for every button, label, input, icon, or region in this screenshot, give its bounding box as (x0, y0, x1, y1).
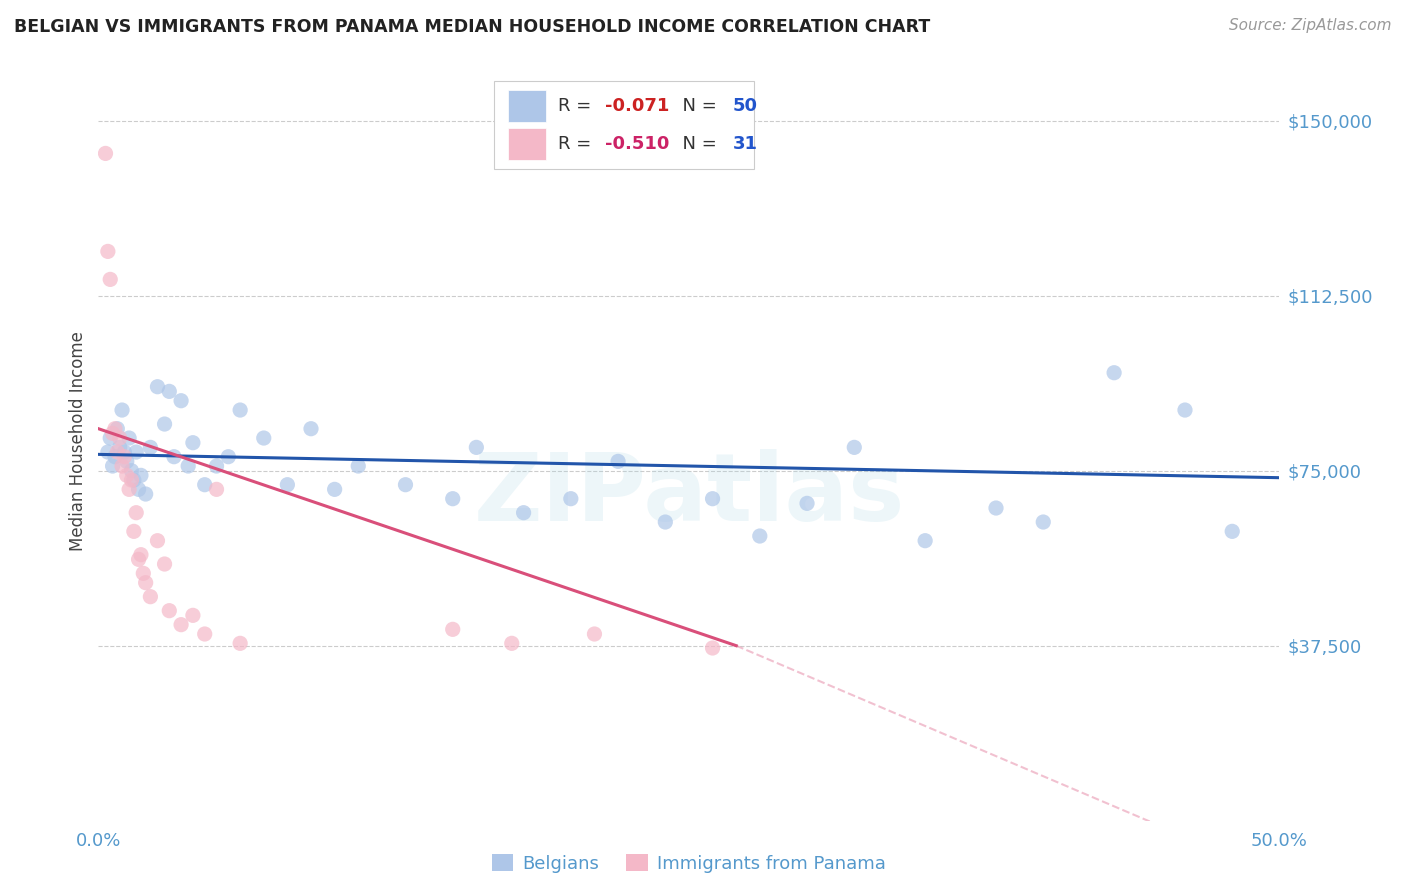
Text: Source: ZipAtlas.com: Source: ZipAtlas.com (1229, 18, 1392, 33)
Point (121, 473, 143, 487)
Text: 50: 50 (733, 97, 758, 115)
Point (111, 458, 134, 473)
Point (129, 468, 152, 483)
Point (153, 417, 176, 431)
Point (122, 473, 145, 487)
Text: -0.071: -0.071 (605, 97, 669, 115)
Point (128, 483, 150, 497)
Point (139, 590, 162, 604)
Point (146, 380, 169, 394)
Bar (508, 90, 546, 122)
Point (105, 422, 128, 436)
Text: ZIPatlas: ZIPatlas (474, 449, 904, 541)
Y-axis label: Median Household Income: Median Household Income (69, 332, 87, 551)
Point (276, 477, 298, 491)
Point (253, 431, 276, 445)
Point (194, 627, 217, 641)
Point (112, 450, 135, 464)
Point (441, 491, 464, 506)
Point (111, 403, 134, 417)
Point (914, 533, 936, 548)
Point (844, 441, 866, 455)
Point (118, 431, 141, 445)
Point (139, 441, 162, 455)
Point (115, 454, 138, 468)
Point (323, 483, 346, 497)
Point (112, 445, 135, 459)
Point (101, 426, 124, 441)
Point (128, 552, 150, 566)
Bar (508, 128, 546, 161)
Point (299, 422, 322, 436)
Point (122, 524, 145, 539)
Point (1032, 515, 1054, 529)
Point (98, 431, 121, 445)
Point (121, 464, 143, 478)
Point (205, 458, 228, 473)
Point (702, 640, 724, 655)
Point (135, 487, 157, 501)
Point (104, 450, 127, 464)
Point (132, 566, 155, 581)
Point (984, 501, 1007, 516)
Point (97, 445, 120, 459)
Point (181, 608, 204, 623)
Point (796, 496, 818, 510)
Point (347, 458, 370, 473)
Point (125, 445, 148, 459)
Point (702, 491, 724, 506)
Point (104, 422, 127, 436)
Point (194, 477, 217, 491)
Point (125, 506, 148, 520)
Point (465, 441, 488, 455)
Point (135, 575, 157, 590)
Point (394, 477, 416, 491)
Point (146, 533, 169, 548)
Point (1174, 403, 1197, 417)
Text: BELGIAN VS IMMIGRANTS FROM PANAMA MEDIAN HOUSEHOLD INCOME CORRELATION CHART: BELGIAN VS IMMIGRANTS FROM PANAMA MEDIAN… (14, 18, 931, 36)
Point (97, 244, 120, 259)
Point (229, 636, 252, 650)
Point (153, 557, 176, 571)
Point (101, 458, 124, 473)
Point (583, 627, 606, 641)
Point (512, 506, 534, 520)
Text: N =: N = (671, 136, 723, 153)
Text: N =: N = (671, 97, 723, 115)
Point (654, 515, 676, 529)
Point (205, 483, 228, 497)
Point (108, 441, 131, 455)
Point (98, 272, 121, 286)
Text: R =: R = (558, 136, 596, 153)
Point (181, 435, 204, 450)
FancyBboxPatch shape (494, 81, 754, 169)
Point (217, 450, 239, 464)
Text: -0.510: -0.510 (605, 136, 669, 153)
Point (607, 454, 630, 468)
Point (441, 623, 464, 637)
Point (115, 468, 138, 483)
Point (560, 491, 582, 506)
Point (157, 604, 180, 618)
Point (94, 146, 117, 161)
Text: R =: R = (558, 97, 596, 115)
Text: 31: 31 (733, 136, 758, 153)
Point (177, 458, 200, 473)
Point (1102, 366, 1125, 380)
Point (163, 450, 186, 464)
Point (157, 384, 180, 399)
Point (1220, 524, 1243, 539)
Point (748, 529, 770, 543)
Point (105, 445, 128, 459)
Point (170, 393, 193, 408)
Point (108, 431, 131, 445)
Point (229, 403, 252, 417)
Point (170, 617, 193, 632)
Legend: Belgians, Immigrants from Panama: Belgians, Immigrants from Panama (485, 847, 893, 880)
Point (129, 548, 152, 562)
Point (501, 636, 523, 650)
Point (118, 483, 141, 497)
